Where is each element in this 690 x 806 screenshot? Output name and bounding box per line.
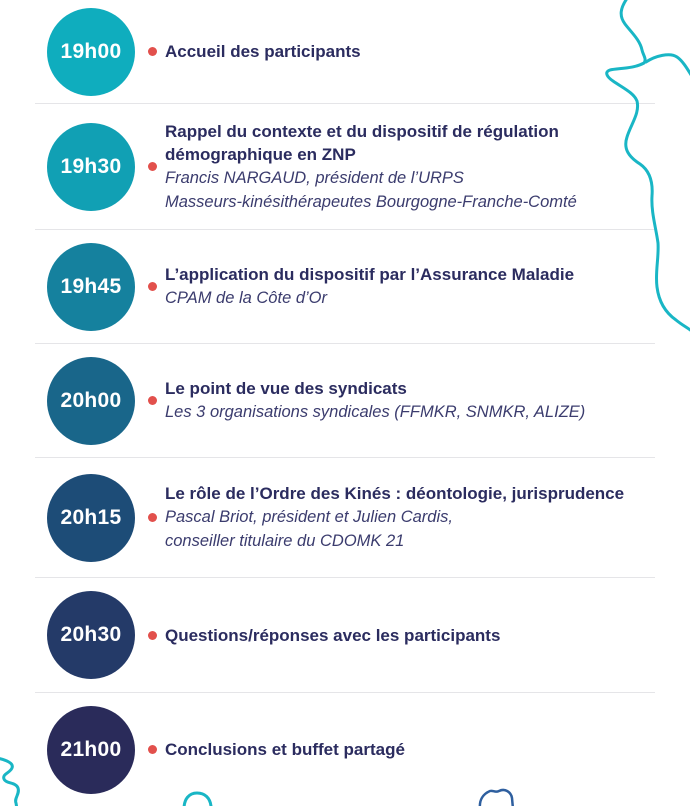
session-title: L’application du dispositif par l’Assura…: [165, 265, 575, 284]
agenda-content: Rappel du contexte et du dispositif de r…: [165, 120, 577, 214]
agenda-content: L’application du dispositif par l’Assura…: [165, 263, 574, 310]
time-circle: 19h00: [47, 7, 135, 96]
agenda-content: Questions/réponses avec les participants: [165, 624, 500, 647]
time-label: 19h30: [60, 154, 122, 178]
bullet-dot: [148, 745, 157, 754]
time-circle: 20h15: [47, 473, 135, 562]
session-speaker: Les 3 organisations syndicales (FFMKR, S…: [165, 403, 586, 421]
session-speaker: conseiller titulaire du CDOMK 21: [165, 532, 405, 550]
agenda-content: Le point de vue des syndicats Les 3 orga…: [165, 377, 585, 424]
session-title: Le rôle de l’Ordre des Kinés : déontolog…: [165, 484, 625, 503]
row-divider: [35, 103, 655, 104]
agenda-row-20h30: 20h30 Questions/réponses avec les partic…: [0, 578, 690, 692]
row-divider: [35, 457, 655, 458]
session-speaker: CPAM de la Côte d’Or: [165, 289, 328, 307]
agenda-row-19h45: 19h45 L’application du dispositif par l’…: [0, 230, 690, 343]
agenda-row-19h30: 19h30 Rappel du contexte et du dispositi…: [0, 104, 690, 229]
time-circle: 19h45: [47, 242, 135, 331]
time-circle: 20h00: [47, 356, 135, 445]
agenda-row-20h15: 20h15 Le rôle de l’Ordre des Kinés : déo…: [0, 458, 690, 577]
time-circle: 19h30: [47, 122, 135, 211]
row-divider: [35, 343, 655, 344]
time-label: 20h15: [60, 505, 122, 529]
time-circle: 20h30: [47, 591, 135, 679]
session-title: Rappel du contexte et du dispositif de r…: [165, 121, 559, 141]
time-label: 20h30: [60, 623, 122, 646]
session-title: démographique en ZNP: [165, 144, 356, 164]
bullet-dot: [148, 282, 157, 291]
row-divider: [35, 229, 655, 230]
bullet-dot: [148, 396, 157, 405]
row-divider: [35, 577, 655, 578]
bullet-dot: [148, 162, 157, 171]
time-label: 21h00: [60, 737, 122, 761]
session-title: Le point de vue des syndicats: [165, 379, 407, 398]
agenda-content: Le rôle de l’Ordre des Kinés : déontolog…: [165, 482, 624, 553]
session-speaker: Pascal Briot, président et Julien Cardis…: [165, 508, 453, 526]
row-divider: [35, 692, 655, 693]
session-speaker: Masseurs-kinésithérapeutes Bourgogne-Fra…: [165, 192, 577, 211]
bullet-dot: [148, 513, 157, 522]
session-title: Accueil des participants: [165, 42, 361, 61]
agenda-row-19h00: 19h00 Accueil des participants: [0, 0, 690, 103]
session-title: Questions/réponses avec les participants: [165, 625, 501, 645]
agenda-row-20h00: 20h00 Le point de vue des syndicats Les …: [0, 344, 690, 457]
time-label: 19h00: [60, 39, 122, 63]
time-label: 19h45: [60, 274, 122, 298]
time-circle: 21h00: [47, 705, 135, 794]
agenda-content: Accueil des participants: [165, 40, 361, 63]
session-title: Conclusions et buffet partagé: [165, 740, 405, 759]
agenda-content: Conclusions et buffet partagé: [165, 738, 405, 761]
session-speaker: Francis NARGAUD, président de l’URPS: [165, 168, 464, 187]
bullet-dot: [148, 47, 157, 56]
agenda-row-21h00: 21h00 Conclusions et buffet partagé: [0, 693, 690, 806]
bullet-dot: [148, 630, 157, 640]
time-label: 20h00: [60, 388, 122, 412]
